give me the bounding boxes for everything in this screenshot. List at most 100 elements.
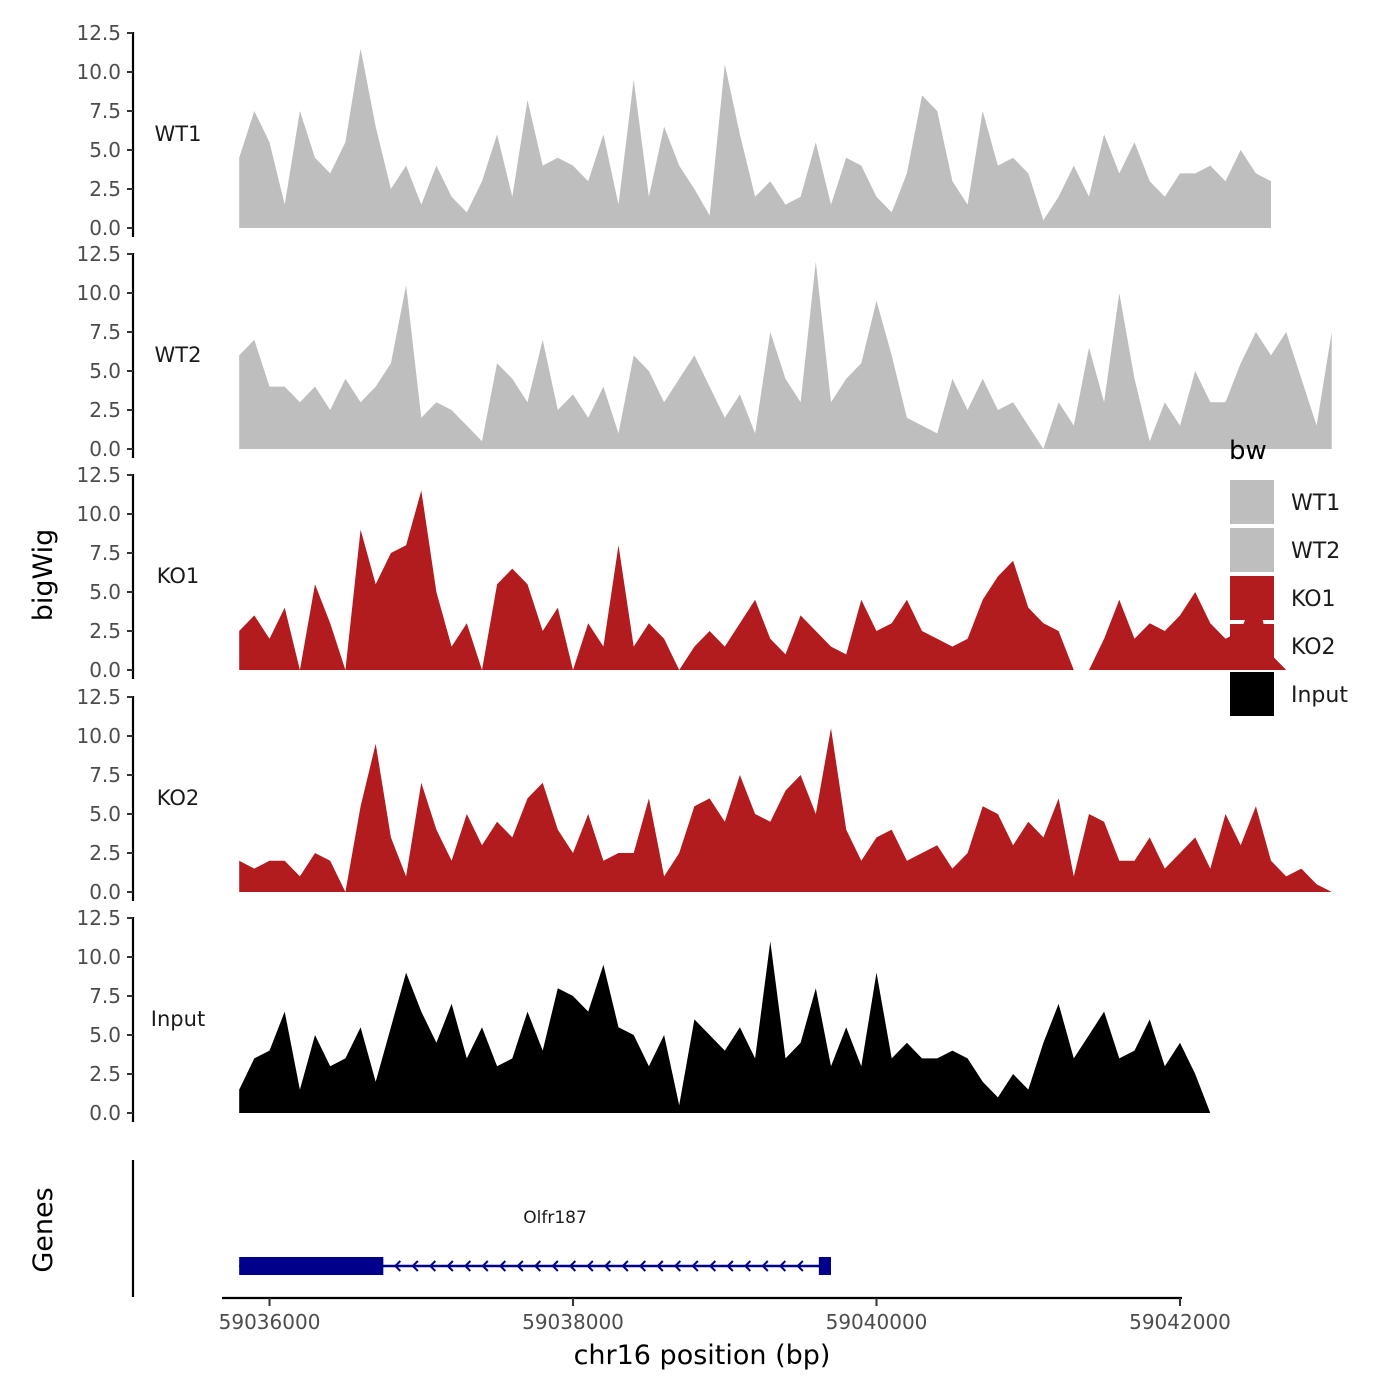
strand-arrow [533, 1260, 542, 1272]
track-ko2: 0.0 2.5 5.0 7.5 10.0 12.5 KO2 [76, 685, 1332, 904]
strand-arrow [673, 1260, 682, 1272]
strand-arrow [708, 1260, 717, 1272]
y-tick-label: 2.5 [89, 619, 121, 643]
track-label: Input [151, 1007, 205, 1031]
strand-arrow [743, 1260, 752, 1272]
x-tick-label: 59038000 [522, 1310, 624, 1334]
strand-arrow [621, 1260, 629, 1272]
y-tick-label: 10.0 [76, 724, 121, 748]
legend-swatch [1230, 624, 1274, 668]
strand-arrow [761, 1260, 769, 1272]
track-wt2: 0.0 2.5 5.0 7.5 10.0 12.5 WT2 [76, 242, 1332, 461]
y-tick-label: 5.0 [89, 138, 121, 162]
gene-name-label: Olfr187 [523, 1208, 587, 1228]
y-tick-label: 10.0 [76, 281, 121, 305]
y-tick-label: 0.0 [89, 437, 121, 461]
x-tick-label: 59042000 [1129, 1310, 1231, 1334]
legend-label: WT2 [1291, 539, 1340, 564]
y-tick-label: 12.5 [76, 906, 121, 930]
y-tick-label: 5.0 [89, 802, 121, 826]
strand-arrow [568, 1260, 577, 1272]
y-tick-label: 12.5 [76, 21, 121, 45]
y-tick-label: 10.0 [76, 60, 121, 84]
y-tick-label: 7.5 [89, 99, 121, 123]
gene-panel: Olfr187 [131, 1160, 831, 1297]
area-wt2 [239, 261, 1332, 449]
strand-arrow [726, 1260, 734, 1272]
strand-arrow [463, 1260, 472, 1272]
legend-title: bw [1229, 436, 1267, 466]
strand-arrow [586, 1260, 594, 1272]
legend-entry-input: Input [1230, 672, 1348, 716]
y-tick-label: 12.5 [76, 463, 121, 487]
area-input [239, 941, 1211, 1113]
exon [818, 1257, 831, 1275]
y-tick-label: 2.5 [89, 177, 121, 201]
x-tick-label: 59036000 [219, 1310, 321, 1334]
legend-label: Input [1291, 683, 1348, 708]
legend-entry-wt2: WT2 [1230, 528, 1340, 572]
y-tick-label: 7.5 [89, 984, 121, 1008]
legend-entry-wt1: WT1 [1230, 480, 1340, 524]
legend-entry-ko1: KO1 [1230, 576, 1336, 620]
y-tick-label: 2.5 [89, 398, 121, 422]
gene-panel-title: Genes [28, 1187, 59, 1272]
y-tick-label: 12.5 [76, 685, 121, 709]
y-tick-label: 2.5 [89, 841, 121, 865]
strand-arrow [411, 1260, 419, 1272]
y-tick-label: 5.0 [89, 359, 121, 383]
strand-arrow [796, 1260, 804, 1272]
y-tick-label: 7.5 [89, 320, 121, 344]
strand-arrow [656, 1260, 664, 1272]
strand-arrow [428, 1260, 437, 1272]
legend-swatch [1230, 480, 1274, 524]
x-axis: 59036000 59038000 59040000 59042000 [219, 1296, 1231, 1334]
y-tick-label: 2.5 [89, 1062, 121, 1086]
y-tick-label: 5.0 [89, 580, 121, 604]
strand-arrow [481, 1260, 489, 1272]
x-axis-title: chr16 position (bp) [574, 1340, 831, 1371]
track-label: WT2 [155, 343, 202, 367]
y-tick-label: 10.0 [76, 502, 121, 526]
y-axis-title: bigWig [28, 529, 59, 622]
strand-arrow [516, 1260, 524, 1272]
y-tick-label: 0.0 [89, 216, 121, 240]
strand-arrow [603, 1260, 612, 1272]
y-tick-label: 7.5 [89, 541, 121, 565]
strand-arrow [691, 1260, 699, 1272]
area-wt1 [239, 48, 1272, 228]
x-tick-label: 59040000 [826, 1310, 928, 1334]
legend-swatch [1230, 576, 1274, 620]
exon [239, 1257, 384, 1275]
y-tick-label: 7.5 [89, 763, 121, 787]
legend-label: WT1 [1291, 491, 1340, 516]
track-wt1: 0.0 2.5 5.0 7.5 10.0 12.5 WT1 [76, 21, 1272, 240]
gene-olfr187: Olfr187 [239, 1208, 831, 1275]
y-tick-label: 0.0 [89, 658, 121, 682]
legend-swatch [1230, 672, 1274, 716]
legend-label: KO2 [1291, 635, 1336, 660]
track-label: WT1 [155, 122, 202, 146]
y-tick-label: 0.0 [89, 880, 121, 904]
strand-arrow [551, 1260, 559, 1272]
area-ko2 [239, 728, 1332, 892]
strand-arrow [393, 1260, 402, 1272]
legend: bw WT1 WT2 KO1 KO2 Input [1229, 436, 1348, 716]
track-ko1: 0.0 2.5 5.0 7.5 10.0 12.5 KO1 [76, 463, 1287, 682]
strand-arrow [638, 1260, 647, 1272]
legend-entry-ko2: KO2 [1230, 624, 1336, 668]
strand-arrow [778, 1260, 787, 1272]
area-ko1 [239, 490, 1287, 670]
y-tick-label: 0.0 [89, 1101, 121, 1125]
track-input: 0.0 2.5 5.0 7.5 10.0 12.5 Input [76, 906, 1211, 1125]
y-tick-label: 12.5 [76, 242, 121, 266]
legend-swatch [1230, 528, 1274, 572]
strand-arrow [498, 1260, 507, 1272]
strand-arrow [446, 1260, 454, 1272]
y-tick-label: 10.0 [76, 945, 121, 969]
y-tick-label: 5.0 [89, 1023, 121, 1047]
track-panels: 0.0 2.5 5.0 7.5 10.0 12.5 WT1 0.0 2.5 5.0 7.5 10.0 1… [76, 21, 1332, 1125]
track-label: KO1 [157, 564, 200, 588]
track-label: KO2 [157, 786, 200, 810]
